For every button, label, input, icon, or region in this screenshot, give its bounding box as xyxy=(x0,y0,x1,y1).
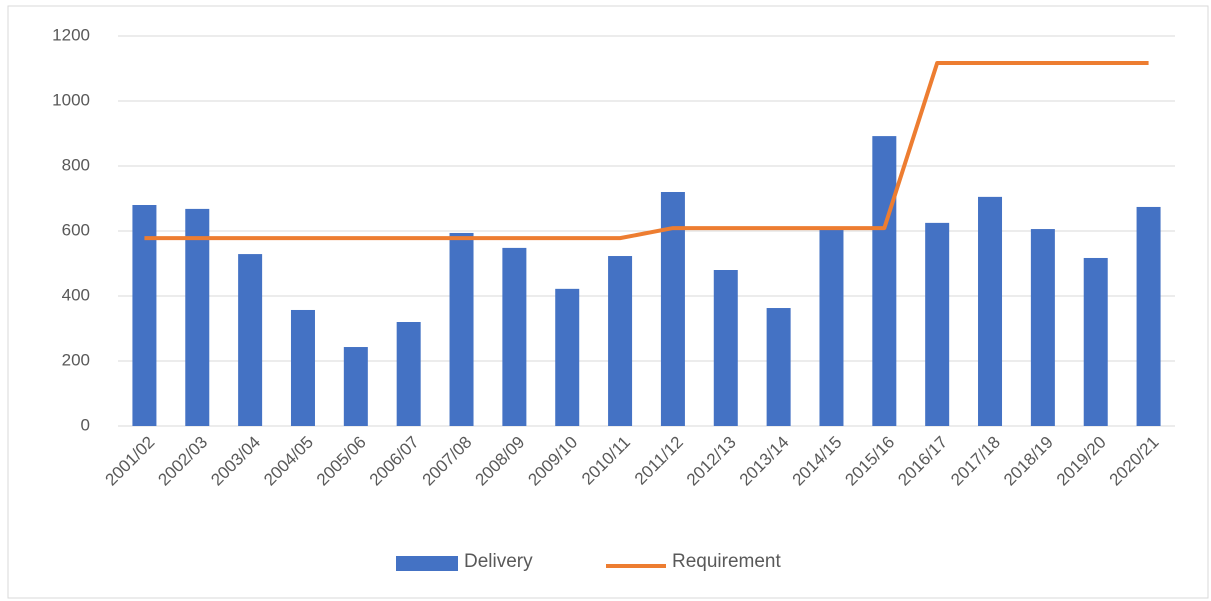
y-tick-label: 400 xyxy=(62,285,90,304)
bar xyxy=(819,228,844,426)
bar xyxy=(925,222,950,426)
y-tick-label: 800 xyxy=(62,155,90,174)
bar xyxy=(343,347,368,426)
legend-label: Delivery xyxy=(464,551,533,572)
bar xyxy=(872,136,897,426)
y-tick-label: 1200 xyxy=(52,25,90,44)
bar xyxy=(238,254,263,426)
y-tick-label: 1000 xyxy=(52,90,90,109)
bar xyxy=(449,232,474,426)
bar xyxy=(396,322,421,426)
legend-swatch xyxy=(396,556,458,571)
bar xyxy=(1030,229,1055,426)
bar xyxy=(185,208,210,426)
y-tick-label: 0 xyxy=(81,415,90,434)
bar xyxy=(766,308,791,426)
bar xyxy=(1136,206,1161,426)
line xyxy=(144,60,1149,241)
bar xyxy=(978,196,1003,426)
bar xyxy=(608,256,633,426)
bar xyxy=(555,288,580,426)
bar xyxy=(290,309,315,426)
y-tick-label: 200 xyxy=(62,350,90,369)
bar xyxy=(132,205,157,426)
y-tick-label: 600 xyxy=(62,220,90,239)
legend-label: Requirement xyxy=(672,551,781,572)
bar xyxy=(1083,257,1108,426)
bar xyxy=(713,270,738,426)
bar xyxy=(502,247,527,426)
